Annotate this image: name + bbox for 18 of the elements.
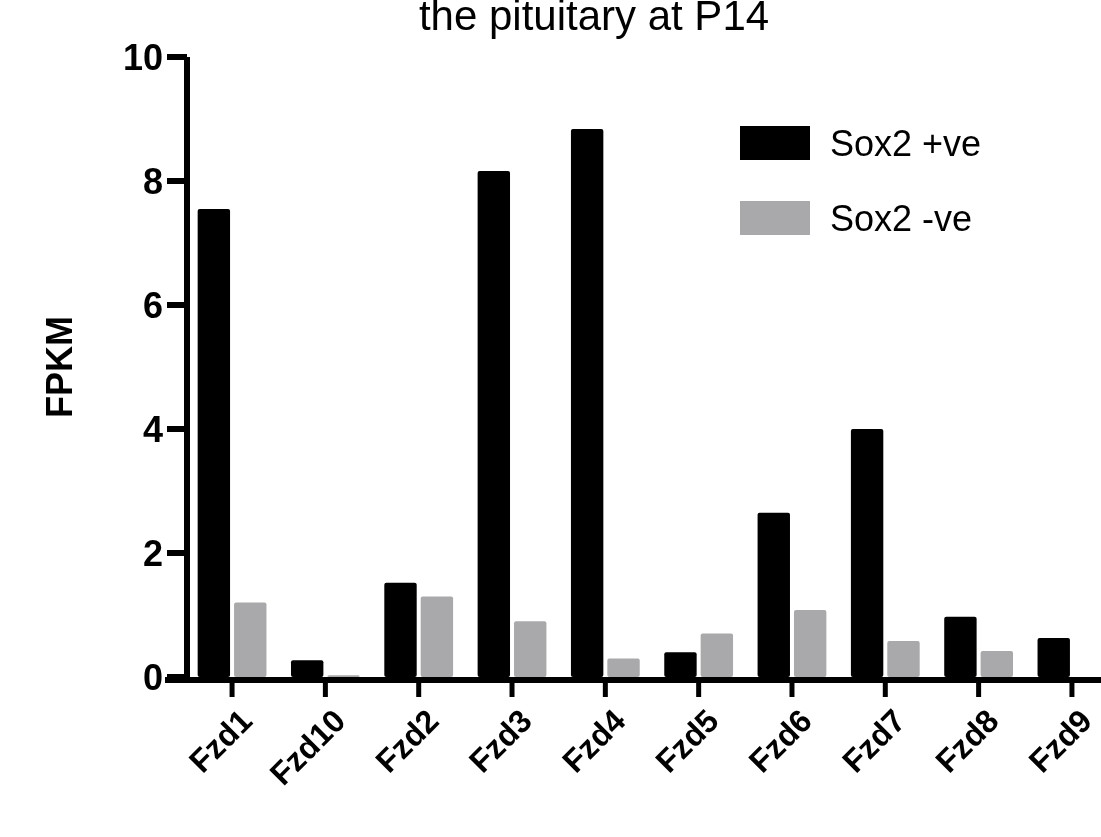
y-tick-label: 4 <box>142 408 163 450</box>
y-tick-label: 2 <box>142 532 163 574</box>
bar <box>607 658 640 677</box>
bar <box>700 633 734 677</box>
bar <box>793 610 827 677</box>
y-tick-label: 10 <box>122 36 163 78</box>
bar <box>234 602 267 677</box>
y-tick-label: 8 <box>142 160 163 202</box>
y-tick-label: 6 <box>142 284 163 326</box>
chart-title: the pituitary at P14 <box>418 0 770 39</box>
y-axis-title: FPKM <box>39 316 80 418</box>
bar <box>514 621 547 677</box>
bar <box>980 650 1014 677</box>
y-tick-label: 0 <box>142 656 163 698</box>
bar <box>887 641 920 677</box>
legend-label: Sox2 +ve <box>830 122 982 164</box>
legend-label: Sox2 -ve <box>830 197 973 239</box>
bar <box>420 596 454 677</box>
